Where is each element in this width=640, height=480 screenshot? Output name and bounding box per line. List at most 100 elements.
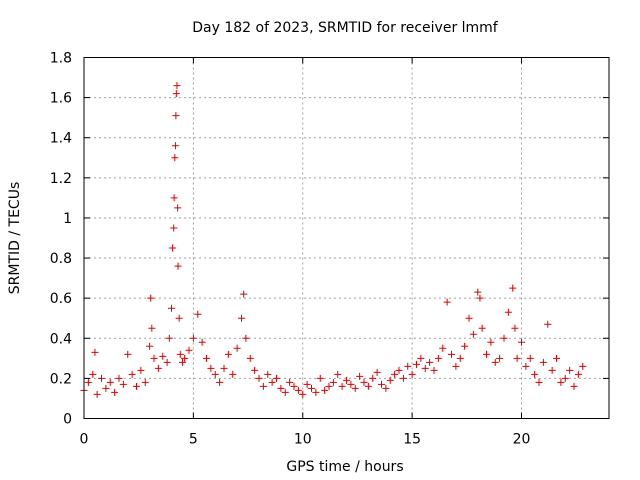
grid-layer [84, 57, 609, 419]
data-point [146, 342, 154, 350]
data-point [312, 388, 320, 396]
data-point [246, 354, 254, 362]
data-point [216, 378, 224, 386]
data-point [115, 374, 123, 382]
data-point [251, 366, 259, 374]
data-point [264, 370, 272, 378]
x-axis-label: GPS time / hours [286, 459, 403, 475]
data-point [417, 354, 425, 362]
x-tick-label: 15 [403, 432, 421, 448]
data-point [211, 370, 219, 378]
data-point [548, 366, 556, 374]
data-point [316, 374, 324, 382]
data-point [238, 314, 245, 322]
data-point [426, 358, 434, 366]
data-point [171, 142, 179, 150]
data-point [128, 370, 136, 378]
data-point [343, 376, 350, 384]
data-point [281, 388, 289, 396]
data-point [303, 380, 311, 388]
plot-frame [83, 57, 610, 419]
data-point [163, 358, 171, 366]
data-point [334, 370, 342, 378]
data-point [360, 378, 368, 386]
data-point [229, 370, 237, 378]
y-tick-label: 1.8 [50, 51, 72, 67]
data-point [476, 294, 484, 302]
data-point [175, 314, 183, 322]
data-point [150, 354, 158, 362]
data-point [170, 224, 178, 232]
data-point [224, 350, 232, 358]
data-point [119, 380, 127, 388]
data-point [504, 308, 512, 316]
data-point [474, 288, 482, 296]
y-tick-label: 0.6 [50, 291, 72, 307]
data-point [395, 366, 403, 374]
axis-ticks: 0 0.2 0.4 0.6 0.8 1 1.2 1.4 1.6 1.8 0 5 10 15 20 [50, 51, 609, 448]
data-point [174, 204, 182, 212]
data-point [478, 324, 486, 332]
data-point [561, 374, 569, 382]
data-point [124, 350, 132, 358]
data-point [347, 380, 355, 388]
data-point [106, 378, 114, 386]
data-point [364, 382, 372, 390]
data-point [294, 386, 302, 394]
data-point [386, 376, 394, 384]
data-point [456, 354, 464, 362]
data-point [518, 338, 525, 346]
data-point [465, 314, 473, 322]
data-point [290, 382, 298, 390]
data-point [91, 348, 99, 356]
data-point [299, 390, 307, 398]
data-point [286, 378, 294, 386]
data-point [242, 334, 250, 342]
data-point [189, 334, 197, 342]
data-point [171, 154, 179, 162]
data-point [181, 354, 189, 362]
data-point [452, 362, 460, 370]
data-point [159, 352, 167, 360]
data-point [338, 382, 346, 390]
data-point [89, 370, 97, 378]
data-point [194, 310, 202, 318]
data-point [483, 350, 490, 358]
data-point [233, 344, 241, 352]
data-point [329, 378, 337, 386]
y-tick-label: 0.4 [50, 331, 72, 347]
data-point [413, 360, 420, 368]
chart-title: Day 182 of 2023, SRMTID for receiver lmm… [192, 20, 499, 36]
data-point [147, 294, 155, 302]
x-tick-label: 0 [80, 432, 89, 448]
data-point [111, 388, 119, 396]
data-point [531, 370, 539, 378]
data-point [579, 362, 587, 370]
data-point [378, 380, 385, 388]
y-tick-label: 0.8 [50, 251, 72, 267]
data-point [469, 330, 477, 338]
data-point [509, 284, 517, 292]
data-point [522, 362, 530, 370]
y-tick-label: 0.2 [50, 371, 72, 387]
data-point [173, 82, 181, 90]
data-point [566, 366, 574, 374]
data-point [176, 350, 184, 358]
data-point [255, 374, 263, 382]
data-point [174, 262, 182, 270]
data-point [399, 374, 407, 382]
y-tick-label: 1.2 [50, 171, 72, 187]
data-point [351, 384, 359, 392]
data-point [434, 354, 442, 362]
data-point [535, 378, 543, 386]
y-tick-label: 1.6 [50, 91, 72, 107]
data-point [461, 342, 469, 350]
data-point [141, 378, 149, 386]
y-tick-label: 1 [63, 211, 72, 227]
data-point [382, 384, 390, 392]
data-point [356, 372, 364, 380]
data-point [557, 378, 565, 386]
data-point [148, 324, 156, 332]
data-point [369, 374, 377, 382]
